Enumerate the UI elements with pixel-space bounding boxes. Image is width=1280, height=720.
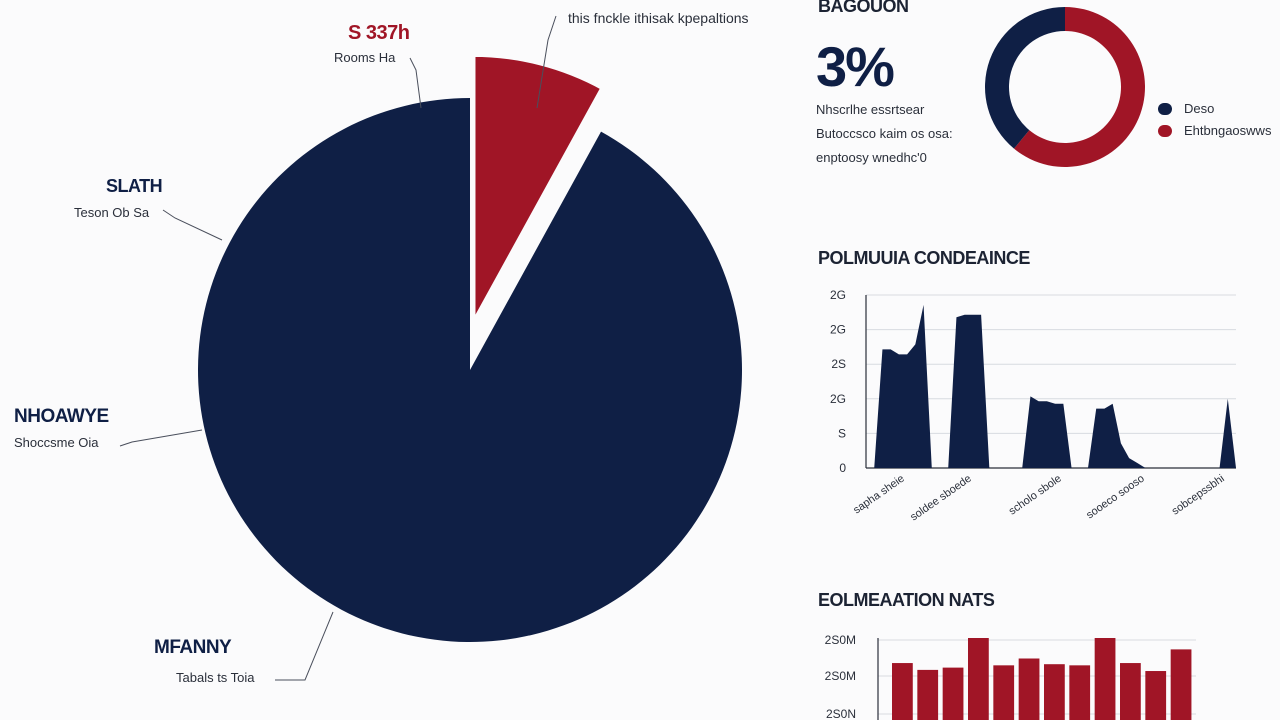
pie-label-1-title: S 337h: [348, 22, 410, 44]
area-ytick-label: 0: [839, 461, 846, 475]
pie-label-5-sub: Tabals ts Toia: [176, 670, 255, 685]
legend-item-deso: Deso: [1158, 98, 1271, 120]
legend-item-crimson: Ehtbngaoswws: [1158, 120, 1271, 142]
pie-label-3-sub: Teson Ob Sa: [74, 205, 150, 220]
bar: [917, 669, 939, 720]
summary-big-value: 3%: [816, 35, 895, 98]
summary-lines: Nhscrlhe essrtsear Butoccsco kaim os osa…: [816, 98, 953, 170]
pie-slice-navy: [197, 98, 742, 643]
area-ytick-label: 2G: [830, 323, 846, 337]
donut-slice-navy: [985, 7, 1065, 149]
summary-line-3: enptoosy wnedhc'0: [816, 150, 927, 165]
legend-label-crimson: Ehtbngaoswws: [1184, 123, 1272, 138]
bar: [1018, 658, 1040, 720]
legend-swatch-navy: [1158, 103, 1172, 115]
area-ytick-label: S: [838, 426, 846, 440]
area-xtick-label: sobcepssbhi: [1170, 473, 1227, 518]
bar: [1145, 671, 1167, 720]
pie-slice-crimson: [470, 51, 607, 326]
area-series: [866, 304, 1236, 468]
pie-label-5-title: MFANNY: [154, 637, 232, 658]
summary-heading: BAGOUON: [818, 0, 909, 16]
pie-label-1-sub: Rooms Ha: [334, 50, 396, 65]
area-xtick-label: sapha sheie: [851, 473, 906, 517]
legend-label-deso: Deso: [1184, 101, 1215, 116]
bar-ytick-label: 2S0M: [825, 669, 856, 683]
bar-ytick-label: 2S0N: [826, 707, 856, 720]
bar-chart-title: EOLMEAATION NATS: [818, 590, 995, 610]
summary-line-2: Butoccsco kaim os osa:: [816, 126, 953, 141]
legend-swatch-crimson: [1158, 125, 1172, 137]
area-ytick-label: 2G: [830, 288, 846, 302]
area-chart: 2G 2G 2S 2G S 0 sapha sheie soldee sboede schol…: [830, 288, 1236, 524]
bar-ytick-label: 2S0M: [825, 633, 856, 647]
main-pie-chart: [119, 15, 742, 681]
pie-label-3-title: SLATH: [106, 176, 163, 196]
area-xtick-label: sooeco sooso: [1084, 473, 1146, 522]
area-ytick-label: 2S: [831, 357, 846, 371]
bar: [968, 638, 989, 720]
bar: [1094, 638, 1116, 720]
bar: [993, 665, 1015, 720]
bar: [1044, 664, 1065, 720]
bar: [892, 663, 913, 720]
leader-lines: [119, 15, 557, 681]
bar: [1069, 665, 1091, 720]
bar: [1120, 663, 1141, 720]
pie-label-4-title: NHOAWYE: [14, 406, 109, 427]
bar: [1170, 649, 1192, 720]
bar: [942, 667, 964, 720]
area-chart-title: POLMUUIA CONDEAINCE: [818, 248, 1030, 268]
area-ytick-label: 2G: [830, 392, 846, 406]
pie-label-4-sub: Shoccsme Oia: [14, 435, 99, 450]
area-xtick-label: soldee sboede: [908, 473, 974, 524]
pie-label-2-sub: this fnckle ithisak kpepaltions: [568, 10, 749, 26]
donut-chart: [985, 7, 1145, 167]
area-xtick-label: scholo sbole: [1007, 473, 1064, 518]
donut-slice-crimson: [1014, 7, 1145, 167]
bottom-bar-chart: 2S0M 2S0M 2S0N: [825, 633, 1196, 720]
summary-line-1: Nhscrlhe essrtsear: [816, 102, 925, 117]
donut-legend: Deso Ehtbngaoswws: [1158, 98, 1271, 142]
